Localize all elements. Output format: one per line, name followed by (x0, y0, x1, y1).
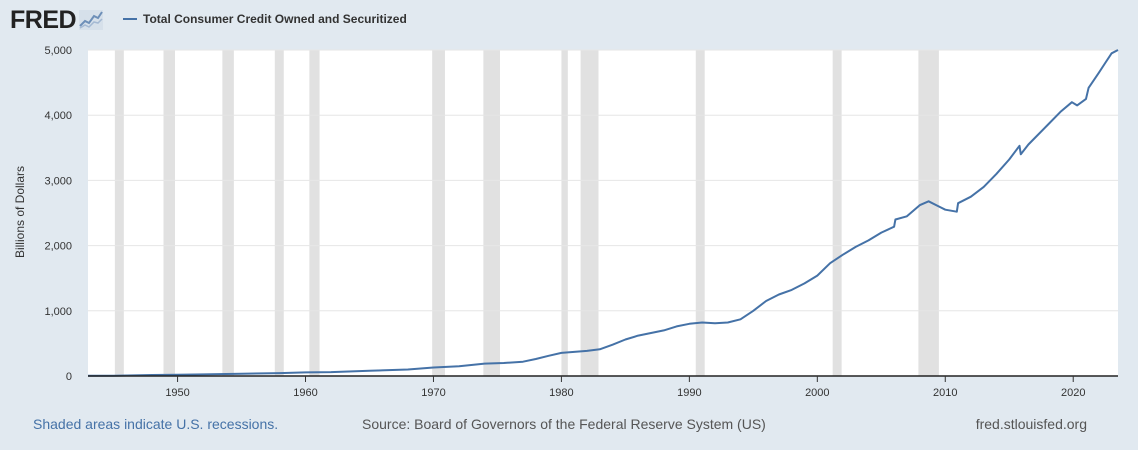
x-tick-label: 1950 (165, 387, 189, 399)
x-tick-label: 2020 (1061, 387, 1085, 399)
legend: Total Consumer Credit Owned and Securiti… (123, 12, 407, 26)
plot-background (88, 50, 1118, 376)
y-tick-label: 5,000 (44, 45, 72, 57)
recession-band (432, 50, 445, 376)
y-tick-label: 0 (66, 371, 72, 383)
recession-band (580, 50, 599, 376)
legend-label: Total Consumer Credit Owned and Securiti… (143, 12, 407, 26)
series-line (88, 49, 1119, 377)
site-link[interactable]: fred.stlouisfed.org (975, 416, 1087, 432)
recession-band (114, 50, 124, 376)
line-chart: 0 1,000 2,000 3,000 4,000 5,000 1950 1960 1970 19… (44, 45, 1119, 399)
header: FRED (10, 5, 104, 34)
x-tick-label: 1980 (549, 387, 573, 399)
y-axis-title: Billions of Dollars (13, 165, 27, 259)
y-tick-label: 2,000 (44, 241, 72, 253)
chart-line-icon (79, 10, 104, 30)
recession-band (222, 50, 234, 376)
source-text: Source: Board of Governors of the Federa… (362, 416, 766, 432)
x-tick-label: 2000 (805, 387, 829, 399)
recession-band (274, 50, 284, 376)
recession-band (918, 50, 939, 376)
y-tick-label: 3,000 (44, 175, 72, 187)
recession-band (695, 50, 705, 376)
recessions-note-link[interactable]: Shaded areas indicate U.S. recessions. (33, 416, 279, 432)
x-tick-label: 1990 (677, 387, 701, 399)
x-tick-label: 2010 (933, 387, 957, 399)
recession-band (163, 50, 176, 376)
recession-band (309, 50, 320, 376)
y-tick-label: 1,000 (44, 306, 72, 318)
legend-swatch (123, 18, 137, 20)
x-tick-label: 1970 (421, 387, 445, 399)
fred-logo[interactable]: FRED (10, 5, 77, 34)
recession-band (483, 50, 500, 376)
recession-band (832, 50, 842, 376)
x-tick-label: 1960 (293, 387, 317, 399)
y-tick-label: 4,000 (44, 110, 72, 122)
recession-band (561, 50, 568, 376)
